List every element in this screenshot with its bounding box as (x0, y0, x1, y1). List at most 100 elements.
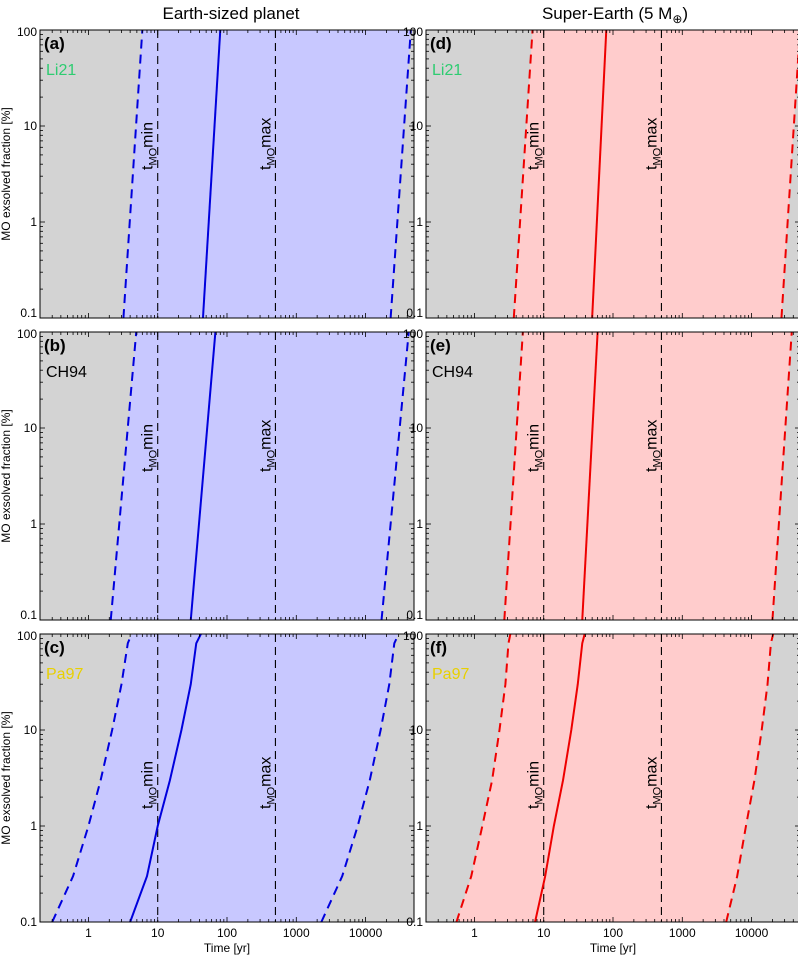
upper-bound-curve (725, 634, 775, 922)
column-title-earth: Earth-sized planet (162, 4, 299, 23)
y-tick-label: 0.1 (20, 915, 37, 929)
y-tick-label: 0.1 (406, 608, 423, 622)
tmo-label-tail: max (257, 757, 274, 787)
y-tick-label: 10 (410, 421, 424, 435)
tmo-max-label: tMOmax (257, 757, 277, 809)
tmo-label-main: t (140, 467, 157, 472)
x-tick-label: 10 (537, 926, 551, 940)
x-axis-label: Time [yr] (204, 941, 250, 955)
exsolution-band (52, 634, 399, 922)
median-curve (581, 332, 599, 620)
tmo-label-sub: MO (148, 449, 160, 467)
tmo-label-sub: MO (534, 147, 546, 165)
upper-bound-curve (389, 30, 412, 318)
lower-bound-curve (455, 634, 512, 922)
y-tick-label: 10 (24, 723, 38, 737)
y-tick-label: 100 (403, 327, 423, 341)
model-label: Li21 (432, 62, 462, 79)
column-title-super-earth-suffix: ) (682, 4, 688, 23)
column-title-super-earth: Super-Earth (5 M⊕) (542, 4, 688, 26)
x-tick-label: 100 (217, 926, 237, 940)
tmo-max-label: tMOmax (257, 420, 277, 472)
tmo-label-main: t (140, 804, 157, 809)
tmo-max-label: tMOmax (643, 757, 663, 809)
tmo-max-label: tMOmax (643, 118, 663, 170)
tmo-min-label: tMOmin (526, 761, 546, 809)
median-curve (189, 332, 217, 620)
panel-letter: (c) (44, 638, 65, 657)
y-tick-label: 1 (416, 517, 423, 531)
y-tick-label: 1 (416, 819, 423, 833)
y-tick-label: 100 (17, 25, 37, 39)
y-tick-label: 1 (416, 215, 423, 229)
tmo-label-tail: min (140, 424, 157, 450)
tmo-label-sub: MO (651, 786, 663, 804)
tmo-label-tail: min (140, 122, 157, 148)
model-label: Pa97 (432, 666, 469, 683)
column-title-super-earth-prefix: Super-Earth (5 M (542, 4, 672, 23)
x-tick-label: 1000 (283, 926, 310, 940)
y-tick-label: 10 (410, 119, 424, 133)
y-tick-label: 0.1 (20, 608, 37, 622)
tmo-max-label: tMOmax (257, 118, 277, 170)
exsolution-band (504, 332, 792, 620)
tmo-max-label: tMOmax (643, 420, 663, 472)
lower-bound-curve (109, 332, 138, 620)
upper-bound-curve (771, 332, 793, 620)
y-tick-label: 10 (24, 421, 38, 435)
tmo-label-tail: max (257, 118, 274, 148)
lower-bound-curve (122, 30, 144, 318)
tmo-label-main: t (257, 804, 274, 809)
panel-letter: (b) (44, 336, 66, 355)
y-tick-label: 1 (30, 215, 37, 229)
tmo-label-sub: MO (148, 786, 160, 804)
tmo-label-main: t (526, 467, 543, 472)
tmo-label-main: t (257, 165, 274, 170)
model-label: CH94 (46, 364, 87, 381)
panel-letter: (a) (44, 34, 65, 53)
y-tick-label: 0.1 (406, 306, 423, 320)
tmo-label-tail: min (526, 122, 543, 148)
lower-bound-curve (503, 332, 524, 620)
exsolution-band (123, 30, 411, 318)
x-tick-label: 10000 (349, 926, 383, 940)
y-tick-label: 10 (24, 119, 38, 133)
y-axis-label: MO exsolved fraction [%] (0, 409, 13, 542)
tmo-label-tail: max (643, 757, 660, 787)
tmo-label-sub: MO (651, 147, 663, 165)
tmo-label-main: t (526, 165, 543, 170)
tmo-label-sub: MO (265, 786, 277, 804)
model-label: Pa97 (46, 666, 83, 683)
x-tick-label: 10000 (735, 926, 769, 940)
x-tick-label: 1 (471, 926, 478, 940)
model-label: CH94 (432, 364, 473, 381)
panel-letter: (e) (430, 336, 451, 355)
y-tick-label: 100 (17, 327, 37, 341)
y-tick-label: 100 (403, 25, 423, 39)
tmo-label-sub: MO (265, 449, 277, 467)
x-tick-label: 1000 (669, 926, 696, 940)
y-tick-label: 1 (30, 819, 37, 833)
median-curve (129, 634, 202, 922)
tmo-label-tail: max (257, 420, 274, 450)
median-curve (534, 634, 586, 922)
tmo-label-main: t (526, 804, 543, 809)
tmo-label-main: t (643, 165, 660, 170)
tmo-label-tail: min (526, 424, 543, 450)
y-axis-label: MO exsolved fraction [%] (0, 711, 13, 844)
lower-bound-curve (512, 30, 534, 318)
tmo-min-label: tMOmin (140, 424, 160, 472)
upper-bound-curve (380, 332, 410, 620)
tmo-label-sub: MO (265, 147, 277, 165)
panel-letter: (d) (430, 34, 452, 53)
tmo-label-sub: MO (651, 449, 663, 467)
tmo-label-sub: MO (534, 449, 546, 467)
x-tick-label: 100 (603, 926, 623, 940)
tmo-min-label: tMOmin (526, 424, 546, 472)
tmo-min-label: tMOmin (526, 122, 546, 170)
panel-letter: (f) (430, 638, 447, 657)
tmo-label-main: t (643, 467, 660, 472)
